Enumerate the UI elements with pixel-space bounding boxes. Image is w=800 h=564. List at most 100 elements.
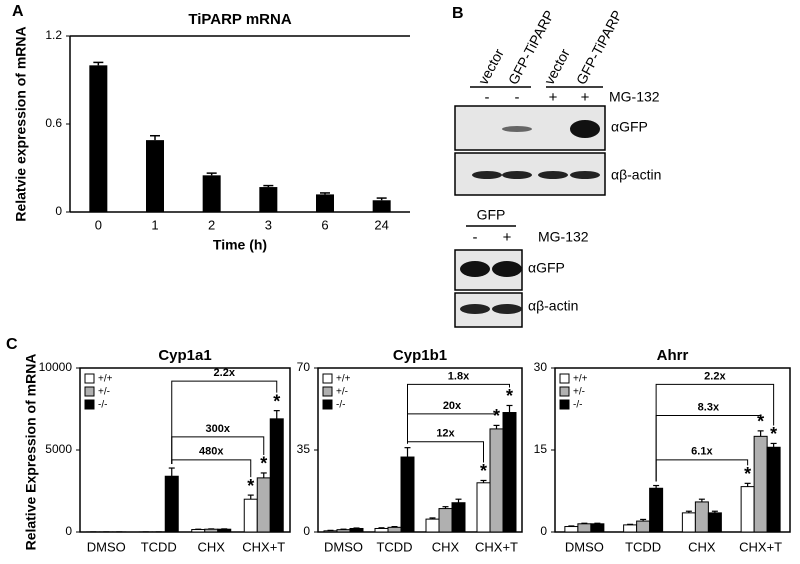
y-tick-label: 70 xyxy=(297,360,311,374)
legend-label: +/- xyxy=(98,387,110,398)
significance-marker: * xyxy=(260,454,267,474)
treatment-label: MG-132 xyxy=(538,229,589,245)
y-tick-label: 1.2 xyxy=(45,28,62,42)
bar xyxy=(204,528,219,533)
legend-swatch xyxy=(322,373,333,384)
plot-frame xyxy=(79,367,291,533)
bar xyxy=(766,446,781,533)
y-tick-label: 30 xyxy=(534,360,548,374)
band xyxy=(502,126,532,132)
bar xyxy=(374,527,389,533)
legend-swatch xyxy=(322,399,333,410)
treatment-sign: + xyxy=(581,89,590,106)
legend-label: -/- xyxy=(573,400,582,411)
bar xyxy=(89,65,108,212)
band xyxy=(502,171,532,179)
bar xyxy=(564,526,579,533)
group-label: GFP xyxy=(477,207,506,223)
y-tick-label: 5000 xyxy=(45,442,72,456)
legend-swatch xyxy=(84,386,95,397)
annotation: 8.3x xyxy=(698,401,720,413)
legend-swatch xyxy=(559,386,570,397)
panel-label: C xyxy=(6,336,18,353)
bar xyxy=(502,412,517,533)
x-tick-label: 3 xyxy=(265,217,272,232)
chart-title: Cyp1b1 xyxy=(393,347,447,364)
significance-marker: * xyxy=(757,412,764,432)
annotation: 6.1x xyxy=(691,446,713,458)
bar xyxy=(164,475,179,533)
bar xyxy=(323,530,338,533)
significance-marker: * xyxy=(247,476,254,496)
treatment-sign: + xyxy=(549,89,558,106)
significance-marker: * xyxy=(273,391,280,411)
antibody-label: αGFP xyxy=(611,119,648,135)
annotation: 480x xyxy=(199,446,224,458)
y-tick-label: 0 xyxy=(65,524,72,538)
bar xyxy=(425,518,440,533)
x-tick-label: CHX xyxy=(688,539,716,554)
legend-label: +/- xyxy=(336,387,348,398)
bar xyxy=(217,528,232,533)
bar xyxy=(202,175,221,212)
treatment-sign: - xyxy=(485,89,490,106)
bar xyxy=(316,194,334,212)
treatment-sign: + xyxy=(503,229,512,246)
bar xyxy=(438,508,453,533)
antibody-label: αGFP xyxy=(528,260,565,276)
legend-label: -/- xyxy=(98,400,107,411)
band xyxy=(538,171,568,179)
y-tick-label: 15 xyxy=(534,442,548,456)
y-tick-label: 10000 xyxy=(39,360,73,374)
bar xyxy=(400,456,415,533)
plot-frame xyxy=(317,367,523,533)
y-axis-label: Relative Expression of mRNA xyxy=(23,354,39,551)
panel-label: A xyxy=(12,3,24,20)
legend-label: +/- xyxy=(573,387,585,398)
legend-swatch xyxy=(84,399,95,410)
plot-frame xyxy=(554,367,791,533)
x-tick-label: DMSO xyxy=(565,539,604,554)
significance-marker: * xyxy=(506,386,513,406)
significance-marker: * xyxy=(480,461,487,481)
chart-title: TiPARP mRNA xyxy=(188,11,292,28)
x-tick-label: 6 xyxy=(321,217,328,232)
x-tick-label: DMSO xyxy=(87,539,126,554)
band xyxy=(460,304,490,314)
annotation: 20x xyxy=(443,400,462,412)
x-tick-label: 1 xyxy=(151,217,158,232)
bar xyxy=(753,435,768,533)
bar xyxy=(707,512,722,533)
treatment-sign: - xyxy=(515,89,520,106)
y-tick-label: 0 xyxy=(55,204,62,218)
x-tick-label: 24 xyxy=(374,217,388,232)
x-tick-label: 2 xyxy=(208,217,215,232)
panel-label: B xyxy=(452,5,464,22)
treatment-sign: - xyxy=(473,229,478,246)
bar xyxy=(336,529,351,533)
y-tick-label: 35 xyxy=(297,442,311,456)
x-tick-label: CHX xyxy=(198,539,226,554)
band xyxy=(570,120,600,138)
bar xyxy=(489,428,504,533)
bar xyxy=(256,477,271,533)
band xyxy=(570,171,600,179)
annotation: 2.2x xyxy=(704,370,726,382)
x-tick-label: TCDD xyxy=(625,539,661,554)
annotation: 1.8x xyxy=(448,370,470,382)
bar xyxy=(259,187,278,212)
bar xyxy=(387,526,402,533)
legend-swatch xyxy=(322,386,333,397)
significance-marker: * xyxy=(744,464,751,484)
x-tick-label: TCDD xyxy=(376,539,412,554)
antibody-label: αβ-actin xyxy=(528,298,578,314)
bar xyxy=(451,502,466,533)
bar xyxy=(681,512,696,533)
bar xyxy=(694,501,709,533)
annotation: 2.2x xyxy=(214,367,236,379)
chart-title: Cyp1a1 xyxy=(158,347,211,364)
y-tick-label: 0 xyxy=(303,524,310,538)
band xyxy=(492,261,522,277)
x-tick-label: CHX xyxy=(432,539,460,554)
